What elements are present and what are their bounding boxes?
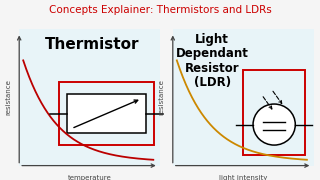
Text: light intensity: light intensity — [219, 175, 268, 180]
Bar — [243, 70, 305, 155]
Bar — [67, 94, 146, 133]
Text: Light
Dependant
Resistor
(LDR): Light Dependant Resistor (LDR) — [176, 33, 249, 89]
Bar — [59, 82, 154, 145]
Circle shape — [253, 104, 295, 145]
Text: Thermistor: Thermistor — [45, 37, 140, 52]
Text: Concepts Explainer: Thermistors and LDRs: Concepts Explainer: Thermistors and LDRs — [49, 5, 271, 15]
Text: resistance: resistance — [5, 79, 11, 115]
Text: temperature: temperature — [68, 175, 111, 180]
Text: resistance: resistance — [158, 79, 164, 115]
